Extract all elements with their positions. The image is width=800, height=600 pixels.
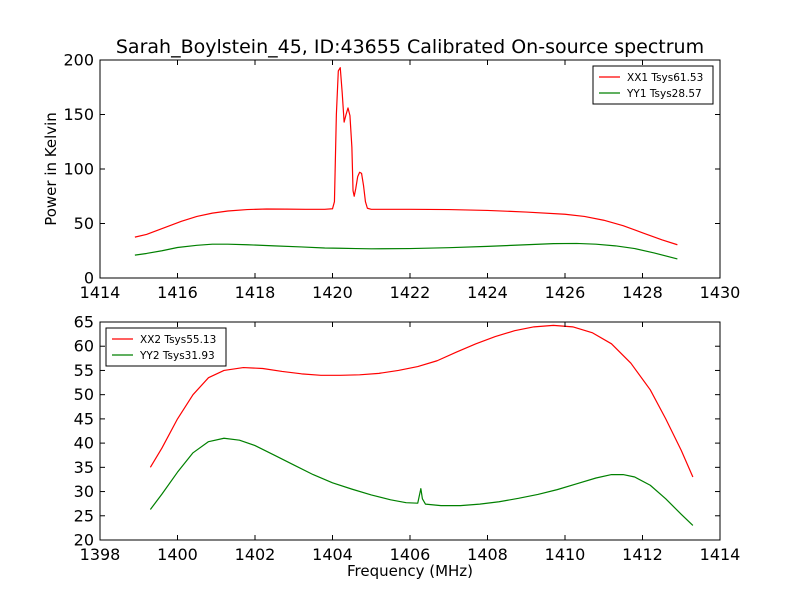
chart-title: Sarah_Boylstein_45, ID:43655 Calibrated … xyxy=(116,36,704,58)
x-tick-label: 1416 xyxy=(157,283,198,302)
x-axis-label: Frequency (MHz) xyxy=(347,562,473,580)
x-tick-label: 1424 xyxy=(467,283,508,302)
legend-entry-label: YY2 Tsys31.93 xyxy=(139,350,215,362)
series-line-2-2 xyxy=(149,437,694,526)
y-tick-label: 35 xyxy=(74,458,94,477)
x-tick-label: 1412 xyxy=(622,545,663,564)
y-tick-label: 45 xyxy=(74,409,94,428)
legend-box xyxy=(592,65,714,105)
x-tick-label: 1408 xyxy=(467,545,508,564)
legend-entry-label: XX1 Tsys61.53 xyxy=(627,72,703,84)
x-tick-label: 1402 xyxy=(235,545,276,564)
bottom-spectrum-chart: 1398 1400 1402 1404 1406 1408 1410 1412 1414 20 25… xyxy=(74,313,741,581)
x-tick-label: 1398 xyxy=(80,545,121,564)
y-tick-label: 50 xyxy=(74,214,94,233)
legend: XX2 Tsys55.13 YY2 Tsys31.93 xyxy=(105,327,227,367)
x-tick-label: 1406 xyxy=(390,545,431,564)
x-tick-label: 1404 xyxy=(312,545,353,564)
y-tick-label: 20 xyxy=(74,531,94,550)
x-tick-label: 1414 xyxy=(700,545,741,564)
legend-entry-label: YY1 Tsys28.57 xyxy=(626,88,702,100)
y-tick-label: 55 xyxy=(74,361,94,380)
y-tick-label: 0 xyxy=(84,269,94,288)
series-line-1-2 xyxy=(134,242,678,260)
series-line-1-1 xyxy=(134,67,678,246)
y-tick-label: 150 xyxy=(63,105,94,124)
x-tick-label: 1426 xyxy=(545,283,586,302)
y-tick-label: 65 xyxy=(74,313,94,332)
x-tick-label: 1428 xyxy=(622,283,663,302)
legend-box xyxy=(105,327,227,367)
x-tick-label: 1414 xyxy=(80,283,121,302)
x-tick-label: 1422 xyxy=(390,283,431,302)
y-tick-label: 30 xyxy=(74,482,94,501)
y-tick-label: 25 xyxy=(74,506,94,525)
top-spectrum-chart: 1414 1416 1418 1420 1422 1424 1426 1428 1430 0 50 1… xyxy=(42,51,740,303)
series-line-2-1 xyxy=(149,324,694,478)
y-tick-label: 200 xyxy=(63,51,94,70)
x-tick-label: 1430 xyxy=(700,283,741,302)
legend-entry-label: XX2 Tsys55.13 xyxy=(140,334,216,346)
legend: XX1 Tsys61.53 YY1 Tsys28.57 xyxy=(592,65,714,105)
y-tick-label: 40 xyxy=(74,434,94,453)
y-tick-label: 50 xyxy=(74,385,94,404)
x-tick-label: 1410 xyxy=(545,545,586,564)
y-axis-label: Power in Kelvin xyxy=(42,112,60,226)
x-tick-label: 1420 xyxy=(312,283,353,302)
x-tick-label: 1400 xyxy=(157,545,198,564)
x-tick-label: 1418 xyxy=(235,283,276,302)
y-tick-label: 100 xyxy=(63,160,94,179)
y-tick-label: 60 xyxy=(74,337,94,356)
